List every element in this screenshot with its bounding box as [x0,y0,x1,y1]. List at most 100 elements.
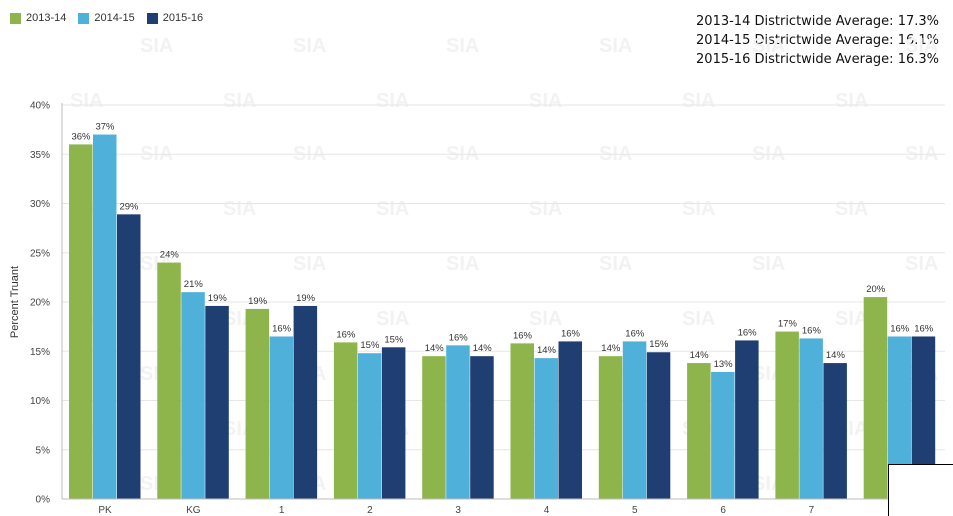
bar-2013-14-2 [333,342,358,499]
data-label: 16% [738,327,758,338]
x-tick-label: 4 [544,505,550,515]
data-label: 13% [714,359,734,370]
x-tick-label: 5 [632,505,638,515]
y-axis-title: Percent Truant [9,266,21,338]
data-label: 14% [601,343,621,354]
watermark-text: SIA [446,35,479,57]
average-2013-14: 2013-14 Districtwide Average: 17.3% [696,14,939,29]
data-label: 20% [866,284,886,295]
legend: 2013-14 2014-15 2015-16 [10,12,203,24]
bar-2015-16-KG [205,305,229,499]
watermark-text: SIA [835,198,868,220]
watermark-text: SIA [293,35,326,57]
y-tick-label: 35% [30,150,50,161]
legend-item-2014-15: 2014-15 [78,12,135,24]
bar-2013-14-KG [157,262,181,499]
data-label: 16% [914,323,934,334]
y-tick-label: 15% [30,347,50,358]
y-tick-label: 25% [30,248,50,259]
bar-2013-14-7 [775,331,799,499]
data-label: 16% [449,332,469,343]
y-tick-label: 10% [30,396,50,407]
data-label: 16% [513,330,533,341]
watermark-text: SIA [376,198,409,220]
bar-2015-16-1 [293,305,318,499]
bar-2014-15-5 [622,341,647,499]
districtwide-averages: 2013-14 Districtwide Average: 17.3% 2014… [696,12,939,69]
data-label: 21% [184,279,204,290]
data-label: 16% [890,323,910,334]
legend-swatch-2013-14 [10,12,21,24]
y-tick-label: 40% [30,101,50,112]
watermark-text: SIA [752,253,785,275]
watermark-text: SIA [140,35,173,57]
watermark-text: SIA [529,90,562,112]
bar-2015-16-3 [470,356,494,499]
bar-2014-15-6 [711,371,735,499]
bar-2013-14-last [863,297,888,499]
data-label: 19% [248,296,268,307]
bar-2015-16-5 [646,352,671,499]
watermark-text: SIA [529,198,562,220]
bar-2014-15-last [887,336,912,499]
data-label: 17% [778,319,798,330]
watermark-text: SIA [223,90,256,112]
watermark-text: SIA [599,253,632,275]
average-2014-15: 2014-15 Districtwide Average: 16.1% [696,33,939,48]
watermark-text: SIA [835,90,868,112]
x-tick-label: 3 [455,505,461,515]
watermark-text: SIA [70,90,103,112]
legend-swatch-2014-15 [78,12,90,24]
bar-2015-16-2 [381,347,406,499]
legend-item-2015-16: 2015-16 [146,12,203,24]
bar-2014-15-PK [93,134,117,500]
data-labels: 36% 37% 29% 24% 21% 19% 19% 16% 19% 16% 15% 15% 14% 1… [71,122,933,370]
bar-2014-15-2 [357,353,382,499]
x-tick-label: PK [98,505,112,515]
bar-2013-14-PK [69,144,93,499]
data-label: 29% [119,201,139,212]
data-label: 15% [384,334,404,345]
watermark-text: SIA [905,35,938,57]
data-label: 37% [95,122,115,133]
average-2015-16: 2015-16 Districtwide Average: 16.3% [696,52,939,67]
bar-2015-16-7 [823,363,847,499]
data-label: 14% [537,345,557,356]
corner-box [888,464,953,516]
bar-2015-16-6 [735,340,759,499]
watermark-text: SIA [446,253,479,275]
watermark-text: SIA [682,308,715,330]
watermark-text: SIA [376,308,409,330]
data-label: 19% [296,293,316,304]
data-label: 19% [208,293,228,304]
data-label: 16% [272,323,292,334]
x-tick-label: 7 [809,505,815,515]
watermark-text: SIA [905,253,938,275]
bar-2015-16-last [911,336,936,499]
bar-2013-14-4 [510,343,534,499]
data-label: 14% [826,350,846,361]
bar-2013-14-6 [687,363,711,499]
bar-2014-15-1 [269,336,294,499]
bar-2013-14-3 [422,356,446,499]
x-tick-label: KG [186,505,201,515]
data-label: 24% [160,250,180,261]
watermark-text: SIA [529,308,562,330]
y-tick-label: 5% [36,445,51,456]
watermark-text: SIA [752,35,785,57]
bar-2014-15-KG [181,292,205,499]
x-tick-label: 2 [367,505,373,515]
x-tick-label: 6 [720,505,726,515]
data-label: 14% [425,343,445,354]
bar-2014-15-7 [799,338,823,499]
data-label: 36% [71,131,91,142]
watermark-text: SIA [835,308,868,330]
watermark-text: SIA [293,253,326,275]
bar-2013-14-5 [598,356,623,499]
legend-item-2013-14: 2013-14 [10,12,66,24]
legend-swatch-2015-16 [146,12,158,24]
legend-label-2013-14: 2013-14 [26,12,67,24]
bar-2015-16-4 [558,341,582,499]
y-tick-label: 30% [30,199,50,210]
